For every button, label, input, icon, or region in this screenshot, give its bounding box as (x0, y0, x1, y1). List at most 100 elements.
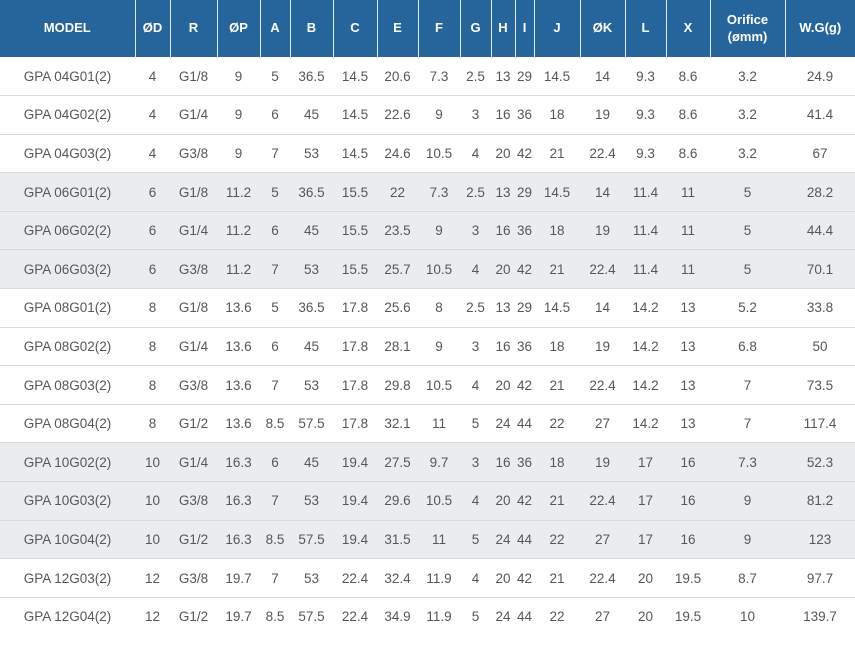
table-row: GPA 06G03(2) 6 G3/8 11.2 7 53 15.5 25.7 10.5 4 20 4… (0, 249, 855, 289)
value-cell: 11.4 (625, 210, 666, 250)
column-header-f: F (417, 0, 460, 57)
table-row: GPA 08G04(2) 8 G1/2 13.6 8.5 57.5 17.8 32.1 11 5 2… (0, 403, 855, 443)
model-cell: GPA 08G04(2) (0, 403, 135, 443)
value-cell: 53 (290, 558, 333, 598)
value-cell: 32.4 (377, 558, 418, 598)
value-cell: 9.7 (418, 442, 460, 482)
value-cell: 9.3 (625, 95, 666, 135)
value-cell: G3/8 (170, 558, 217, 598)
value-cell: 9 (710, 519, 785, 559)
value-cell: 13 (666, 403, 710, 443)
value-cell: 14.5 (534, 288, 580, 328)
value-cell: 22.4 (333, 558, 377, 598)
model-cell: GPA 04G03(2) (0, 133, 135, 173)
column-header-g: G (459, 0, 491, 57)
model-cell: GPA 10G03(2) (0, 481, 135, 521)
model-cell: GPA 08G01(2) (0, 288, 135, 328)
value-cell: 24 (491, 596, 515, 636)
value-cell: 5.2 (710, 288, 785, 328)
value-cell: 7 (260, 133, 290, 173)
value-cell: 42 (515, 133, 534, 173)
value-cell: 45 (290, 210, 333, 250)
value-cell: 36.5 (290, 288, 333, 328)
value-cell: 11.2 (217, 210, 260, 250)
column-header-l: L (624, 0, 666, 57)
value-cell: 10 (135, 442, 170, 482)
value-cell: G1/8 (170, 172, 217, 212)
value-cell: 22 (534, 596, 580, 636)
value-cell: G1/4 (170, 326, 217, 366)
value-cell: 53 (290, 249, 333, 289)
value-cell: 16.3 (217, 519, 260, 559)
value-cell: G1/2 (170, 596, 217, 636)
value-cell: 50 (785, 326, 855, 366)
value-cell: 19 (580, 95, 625, 135)
table-row: GPA 04G01(2) 4 G1/8 9 5 36.5 14.5 20.6 7.3 2.5 13 2… (0, 57, 855, 96)
value-cell: 9 (217, 133, 260, 173)
value-cell: 5 (460, 519, 491, 559)
value-cell: 7 (260, 365, 290, 405)
value-cell: 6.8 (710, 326, 785, 366)
value-cell: 6 (135, 172, 170, 212)
value-cell: 29 (515, 172, 534, 212)
value-cell: 10 (710, 596, 785, 636)
value-cell: G1/8 (170, 288, 217, 328)
column-header-d: ØD (134, 0, 170, 57)
value-cell: 8 (135, 288, 170, 328)
column-header-i: I (514, 0, 534, 57)
value-cell: 19.5 (666, 596, 710, 636)
value-cell: 14 (580, 288, 625, 328)
value-cell: 14.5 (534, 172, 580, 212)
value-cell: 9 (418, 210, 460, 250)
value-cell: 22 (534, 519, 580, 559)
value-cell: 57.5 (290, 596, 333, 636)
value-cell: 19.4 (333, 481, 377, 521)
value-cell: 11.9 (418, 596, 460, 636)
value-cell: 19.4 (333, 442, 377, 482)
value-cell: 8 (135, 403, 170, 443)
value-cell: 15.5 (333, 172, 377, 212)
value-cell: 10.5 (418, 133, 460, 173)
value-cell: 7 (260, 558, 290, 598)
value-cell: 36 (515, 210, 534, 250)
value-cell: 31.5 (377, 519, 418, 559)
value-cell: 29 (515, 57, 534, 96)
value-cell: 57.5 (290, 519, 333, 559)
table-header-row: MODEL ØD R ØP A B C E F G H I J ØK L X Orifice (ømm) W.G(… (0, 0, 855, 57)
value-cell: 44 (515, 403, 534, 443)
value-cell: 36 (515, 326, 534, 366)
value-cell: 13 (491, 172, 515, 212)
value-cell: 11 (666, 172, 710, 212)
value-cell: 4 (135, 133, 170, 173)
model-cell: GPA 12G03(2) (0, 558, 135, 598)
value-cell: 42 (515, 558, 534, 598)
value-cell: 27 (580, 519, 625, 559)
value-cell: 17.8 (333, 403, 377, 443)
value-cell: 20 (625, 596, 666, 636)
value-cell: 9 (710, 481, 785, 521)
table-body: GPA 04G01(2) 4 G1/8 9 5 36.5 14.5 20.6 7.3 2.5 13 2… (0, 57, 855, 636)
value-cell: 22 (377, 172, 418, 212)
value-cell: 8.6 (666, 57, 710, 96)
value-cell: 97.7 (785, 558, 855, 598)
value-cell: 44.4 (785, 210, 855, 250)
value-cell: 24.6 (377, 133, 418, 173)
value-cell: 10.5 (418, 249, 460, 289)
model-cell: GPA 12G04(2) (0, 596, 135, 636)
value-cell: 4 (135, 57, 170, 96)
value-cell: 21 (534, 481, 580, 521)
value-cell: 22.4 (580, 249, 625, 289)
value-cell: 14.2 (625, 326, 666, 366)
value-cell: 11.4 (625, 249, 666, 289)
value-cell: 16 (491, 442, 515, 482)
value-cell: 117.4 (785, 403, 855, 443)
table-row: GPA 08G02(2) 8 G1/4 13.6 6 45 17.8 28.1 9 3 16 36 18… (0, 326, 855, 366)
value-cell: 24 (491, 403, 515, 443)
value-cell: 7.3 (418, 57, 460, 96)
table-header: MODEL ØD R ØP A B C E F G H I J ØK L X Orifice (ømm) W.G(… (0, 0, 855, 57)
value-cell: 21 (534, 558, 580, 598)
value-cell: 3.2 (710, 95, 785, 135)
value-cell: 24 (491, 519, 515, 559)
model-cell: GPA 08G03(2) (0, 365, 135, 405)
